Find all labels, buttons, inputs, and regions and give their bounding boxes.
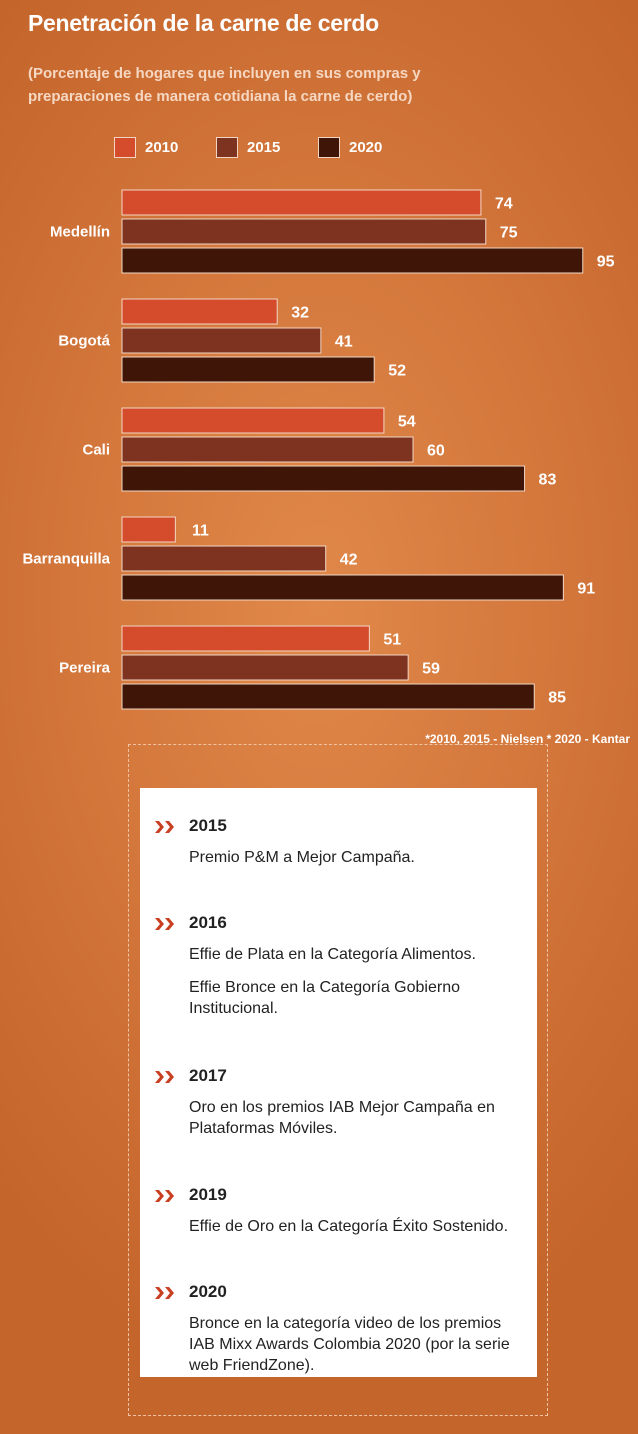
bar-value-label: 59	[422, 661, 440, 678]
bar-2015	[121, 436, 414, 463]
bar-2010	[121, 407, 385, 434]
legend-label-2010: 2010	[145, 139, 179, 156]
chart-subtitle: (Porcentaje de hogares que incluyen en s…	[28, 65, 421, 105]
bar-value-label: 60	[427, 443, 445, 460]
double-chevron-icon	[155, 1071, 174, 1083]
category-label: Barranquilla	[22, 551, 110, 568]
double-chevron-icon	[155, 1190, 174, 1202]
bar-value-label: 91	[577, 581, 595, 598]
double-chevron-icon	[155, 918, 174, 930]
bar-2015	[121, 218, 487, 245]
bar-2010	[121, 298, 278, 325]
awards-dashed-frame	[128, 744, 548, 1416]
chart-title: Penetración de la carne de cerdo	[28, 10, 379, 36]
bar-2020	[121, 683, 535, 710]
bar-2010	[121, 516, 176, 543]
legend-swatch-2010	[114, 137, 136, 158]
award-text: Bronce en la categoría video de los prem…	[189, 1315, 510, 1374]
source-note: *2010, 2015 - Nielsen * 2020 - Kantar	[425, 732, 630, 746]
bar-2010	[121, 625, 370, 652]
award-text: Premio P&M a Mejor Campaña.	[189, 849, 415, 866]
bar-2010	[121, 189, 482, 216]
bar-value-label: 52	[388, 363, 406, 380]
bar-value-label: 42	[340, 552, 358, 569]
award-year: 2017	[189, 1066, 227, 1085]
double-chevron-icon	[155, 821, 174, 833]
bar-value-label: 11	[192, 523, 209, 540]
legend-swatch-2020	[318, 137, 340, 158]
award-year: 2019	[189, 1185, 227, 1204]
award-text: Effie de Plata en la Categoría Alimentos…	[189, 946, 476, 963]
bar-value-label: 32	[291, 305, 309, 322]
legend-swatch-2015	[216, 137, 238, 158]
double-chevron-icon	[155, 1287, 174, 1299]
legend-label-2015: 2015	[247, 139, 281, 156]
bar-value-label: 95	[597, 254, 615, 271]
bar-value-label: 51	[383, 632, 401, 649]
award-year: 2016	[189, 913, 227, 932]
award-year: 2015	[189, 816, 227, 835]
bar-2015	[121, 327, 322, 354]
bar-value-label: 75	[500, 225, 518, 242]
award-text: Oro en los premios IAB Mejor Campaña en …	[189, 1099, 495, 1137]
category-label: Cali	[82, 442, 110, 459]
award-text: Effie Bronce en la Categoría Gobierno In…	[189, 979, 460, 1017]
bar-2020	[121, 574, 564, 601]
awards-panel: 2015 Premio P&M a Mejor Campaña. 2016 Ef…	[140, 788, 537, 1377]
bar-value-label: 74	[495, 196, 513, 213]
award-text: Effie de Oro en la Categoría Éxito Soste…	[189, 1218, 509, 1235]
category-label: Bogotá	[58, 333, 110, 350]
bar-value-label: 54	[398, 414, 416, 431]
legend-label-2020: 2020	[349, 139, 383, 156]
bar-value-label: 85	[548, 690, 566, 707]
award-year: 2020	[189, 1282, 227, 1301]
bar-chart: Medellín 74 75 95 Bogotá 32 41 52 Cali 54 60 83 Barr…	[22, 189, 615, 710]
bar-value-label: 83	[539, 472, 557, 489]
bar-2015	[121, 654, 409, 681]
category-label: Medellín	[50, 224, 110, 241]
category-label: Pereira	[59, 660, 111, 677]
bar-2020	[121, 356, 375, 383]
bar-2020	[121, 465, 526, 492]
bar-2015	[121, 545, 327, 572]
bar-2020	[121, 247, 584, 274]
bar-value-label: 41	[335, 334, 353, 351]
